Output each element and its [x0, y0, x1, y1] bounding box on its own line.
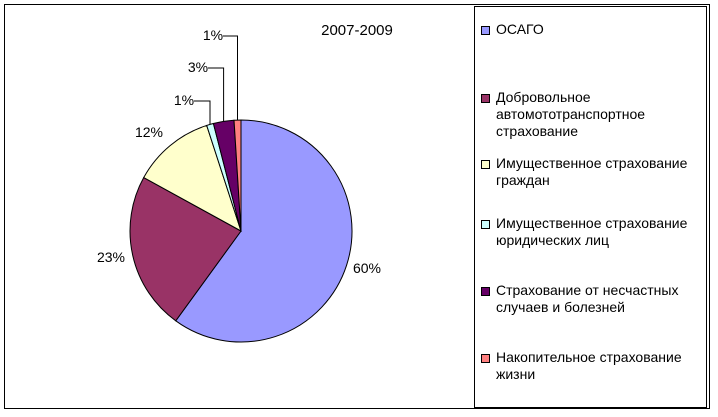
slice-osago	[175, 119, 353, 343]
data-label-property-citizens: 12%	[135, 124, 163, 140]
legend-swatch	[481, 287, 490, 296]
percent-labels: 60% 23% 12% 1% 3% 1%	[97, 27, 381, 276]
data-label-life: 1%	[203, 27, 223, 43]
legend-item-life: Накопительное страхование жизни	[481, 349, 703, 383]
legend-item-voluntary-auto: Добровольное автомототранспортное страхо…	[481, 89, 703, 140]
data-label-accidents: 3%	[188, 59, 208, 75]
legend-label: Имущественное страхование юридических ли…	[496, 215, 688, 248]
legend-swatch	[481, 94, 490, 103]
leader-line-life	[223, 35, 238, 121]
slice-property-citizens	[143, 124, 242, 233]
legend-label: Накопительное страхование жизни	[496, 349, 682, 382]
data-label-osago: 60%	[353, 260, 381, 276]
legend-label: Страхование от несчастных случаев и боле…	[496, 282, 679, 315]
leader-line-property-legal	[194, 100, 211, 125]
data-label-property-legal: 1%	[174, 92, 194, 108]
legend-label: Добровольное автомототранспортное страхо…	[496, 89, 646, 139]
legend-item-property-citizens: Имущественное страхование граждан	[481, 155, 703, 189]
legend-swatch	[481, 160, 490, 169]
legend-label: ОСАГО	[496, 21, 544, 37]
leader-line-accidents	[208, 67, 225, 122]
slice-voluntary-auto	[129, 176, 242, 322]
legend: ОСАГО Добровольное автомототранспортное …	[474, 6, 707, 408]
legend-swatch	[481, 220, 490, 229]
legend-label: Имущественное страхование граждан	[496, 155, 688, 188]
legend-item-accidents: Страхование от несчастных случаев и боле…	[481, 282, 703, 316]
leader-lines	[194, 35, 238, 125]
data-label-voluntary-auto: 23%	[97, 249, 125, 265]
legend-item-osago: ОСАГО	[481, 21, 703, 38]
legend-swatch	[481, 354, 490, 363]
legend-swatch	[481, 26, 490, 35]
chart-title: 2007-2009	[321, 22, 393, 39]
legend-item-property-legal: Имущественное страхование юридических ли…	[481, 215, 703, 249]
pie-slices	[129, 119, 353, 343]
